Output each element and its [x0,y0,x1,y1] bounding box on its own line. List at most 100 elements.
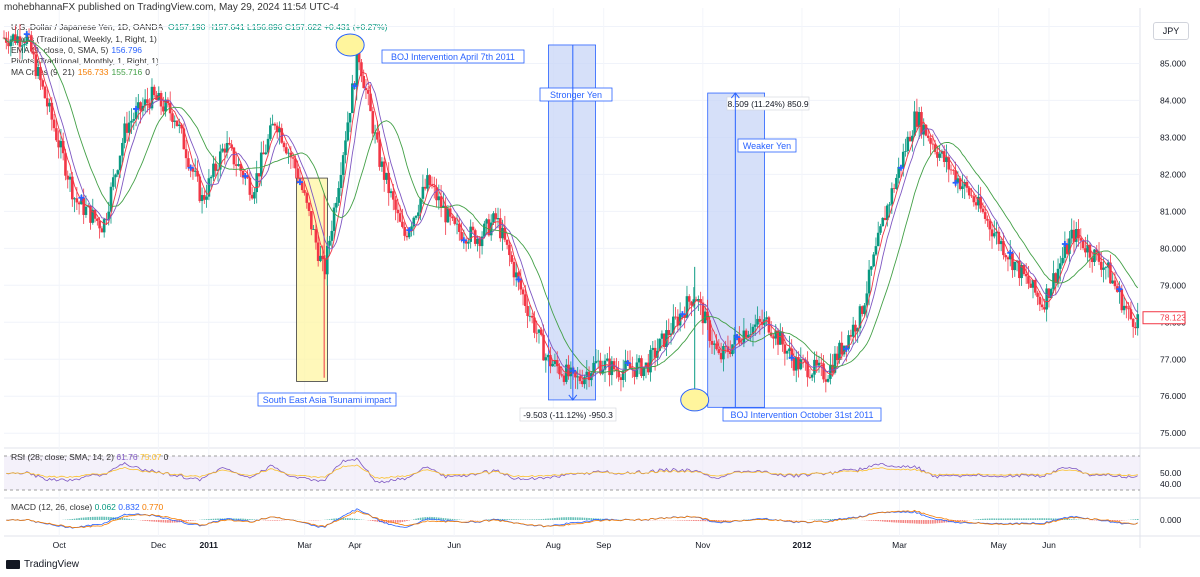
macd-histogram-bar [98,516,101,520]
candle-body [1104,267,1108,269]
candle-body [187,158,190,168]
macd-histogram-bar [695,520,697,522]
candle-body [876,232,880,247]
time-tick-label: Dec [151,540,167,550]
candle-body [863,305,866,314]
annotations: BOJ Intervention April 7th 2011 South Eas… [257,33,882,422]
macd-histogram-bar [119,517,121,520]
candle-body [407,230,411,238]
macd-histogram-bar [428,516,431,520]
candle-body [672,316,675,334]
candle-body [50,102,54,120]
macd-histogram-bar [96,516,99,520]
macd-histogram-bar [556,517,559,520]
candle-body [109,186,113,212]
candle-body [316,242,320,262]
indicator-pivots-monthly[interactable]: Pivots (Traditional, Monthly, 1, Right, … [11,56,159,66]
annotation-weaker-yen-measure: 8.509 (11.24%) 850.9 [727,99,808,109]
indicator-pivots-weekly[interactable]: Pivots (Traditional, Weekly, 1, Right, 1… [11,34,157,44]
macd-histogram-bar [872,520,875,521]
candle-body [530,315,534,318]
candle-body [278,128,281,133]
annotation-weaker-yen-box [737,138,797,153]
candle-body [378,139,381,167]
macd-histogram-bar [276,520,278,521]
candle-body [712,343,716,345]
candle-body [9,39,13,47]
macd-histogram-bar [1066,519,1068,520]
pivot-cross-marker [242,172,249,179]
candle-body [722,346,725,360]
macd-histogram-bar [107,516,110,520]
macd-histogram-bar [957,520,959,522]
price-tick-label: 84.000 [1160,95,1186,105]
pivot-cross-marker [515,276,522,283]
candle-body [826,378,830,382]
macd-histogram-bar [169,520,171,523]
macd-histogram-bar [581,517,584,520]
candle-body [291,157,295,159]
macd-histogram-bar [881,520,884,522]
tradingview-footer[interactable]: TradingView [6,559,79,570]
annotation-stronger-yen-box [539,87,613,102]
candle-body [906,136,910,152]
currency-button[interactable]: JPY [1153,22,1189,40]
candle-body [307,202,311,212]
candle-body [751,326,755,335]
candle-body [1020,264,1023,279]
macd-histogram-bar [601,518,604,520]
candle-body [380,161,384,167]
candle-body [341,155,345,175]
macd-histogram-bar [85,517,87,520]
candle-body [196,170,199,177]
candle-body [200,195,204,202]
candle-body [758,318,762,322]
macd-histogram-bar [690,520,693,521]
candle-body [574,370,577,378]
candle-body [551,363,554,367]
candle-body [93,209,97,219]
candle-body [901,151,905,168]
candle-body [524,294,527,306]
candle-body [209,176,213,179]
candle-body [954,170,957,183]
macd-histogram-bar [187,520,190,522]
candle-body [977,196,980,206]
candle-body [947,157,951,170]
macd-histogram-bar [374,520,376,522]
macd-legend[interactable]: MACD (12, 26, close) 0.062 0.832 0.770 [11,502,164,512]
candle-body [325,245,329,275]
candle-body [155,95,158,100]
macd-histogram-bar [904,520,907,524]
candle-body [1077,228,1080,239]
candle-body [96,218,99,221]
candle-body [1006,257,1010,260]
candle-body [915,111,919,127]
tradingview-logo-icon [6,560,20,569]
candle-body [961,186,964,190]
candle-body [596,360,600,362]
candle-body [931,143,935,145]
macd-histogram-bar [888,520,891,523]
rsi-legend[interactable]: RSI (28, close, SMA, 14, 2) 61.76 75.07 … [11,452,169,462]
candle-body [553,359,557,364]
time-tick-label: Nov [695,540,711,550]
candle-body [205,196,208,200]
macd-histogram-bar [692,520,695,521]
candle-body [398,213,402,222]
macd-histogram-bar [551,518,554,520]
candle-body [1129,309,1133,319]
candle-body [273,123,277,126]
candle-body [1079,238,1083,241]
candle-body [945,157,948,162]
macd-histogram-bar [1095,520,1098,521]
candle-body [633,369,636,377]
candle-body [549,355,552,367]
candle-body [926,135,930,138]
candle-body [658,338,661,351]
macd-histogram-bar [164,520,167,523]
candle-body [662,333,666,348]
candle-body [519,279,523,290]
macd-histogram-bar [909,520,911,524]
